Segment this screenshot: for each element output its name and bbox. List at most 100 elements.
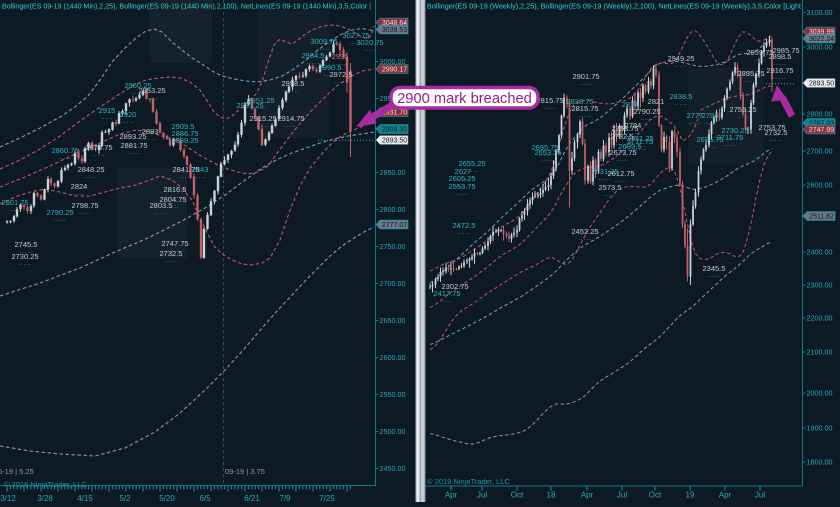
svg-text:Jul: Jul <box>617 491 627 500</box>
svg-text:2960.25: 2960.25 <box>124 81 151 90</box>
svg-text:2784: 2784 <box>625 121 642 130</box>
svg-text:4/15: 4/15 <box>77 494 93 502</box>
svg-text:5/2: 5/2 <box>119 494 131 502</box>
svg-text:2650.00: 2650.00 <box>380 316 406 325</box>
svg-text:.....: ..... <box>440 298 453 304</box>
svg-text:.....: ..... <box>465 168 478 174</box>
svg-text:3/12: 3/12 <box>0 494 16 502</box>
svg-text:2953.25: 2953.25 <box>138 86 165 95</box>
svg-text:.....: ..... <box>323 72 336 78</box>
svg-text:.....: ..... <box>19 249 32 255</box>
svg-text:3027.75: 3027.75 <box>342 31 369 40</box>
svg-text:2777.07: 2777.07 <box>382 222 407 229</box>
svg-text:2949.25: 2949.25 <box>667 54 694 63</box>
svg-text:2860.75: 2860.75 <box>51 146 78 155</box>
svg-text:2848.25: 2848.25 <box>77 165 104 174</box>
svg-text:.....: ..... <box>707 273 720 279</box>
svg-text:2750.00: 2750.00 <box>380 242 406 251</box>
svg-text:3039.53: 3039.53 <box>382 27 407 34</box>
svg-text:2931.70: 2931.70 <box>382 110 407 117</box>
svg-text:© 2019 NinjaTrader, LLC: © 2019 NinjaTrader, LLC <box>427 477 510 486</box>
svg-text:.....: ..... <box>126 141 139 147</box>
svg-text:.....: ..... <box>640 116 653 122</box>
svg-text:.....: ..... <box>131 90 144 96</box>
svg-text:.....: ..... <box>578 236 591 242</box>
svg-text:2450.00: 2450.00 <box>380 464 406 473</box>
svg-text:.....: ..... <box>168 248 181 254</box>
svg-text:2895.75: 2895.75 <box>737 69 764 78</box>
svg-text:2838.75: 2838.75 <box>566 97 593 106</box>
svg-text:2899.25: 2899.25 <box>171 136 198 145</box>
svg-text:.....: ..... <box>179 174 192 180</box>
svg-text:2732.5: 2732.5 <box>160 249 183 258</box>
svg-text:.....: ..... <box>703 144 716 150</box>
svg-text:2452.25: 2452.25 <box>571 227 598 236</box>
svg-text:.....: ..... <box>543 105 556 111</box>
svg-text:.....: ..... <box>598 176 611 182</box>
svg-text:2920: 2920 <box>120 110 137 119</box>
svg-text:.....: ..... <box>154 210 167 216</box>
svg-text:.....: ..... <box>18 261 31 267</box>
svg-text:.....: ..... <box>615 141 628 147</box>
svg-text:2838.5: 2838.5 <box>670 92 693 101</box>
svg-text:2996: 2996 <box>332 52 349 61</box>
svg-text:2753.25: 2753.25 <box>729 105 756 114</box>
svg-text:1800.00: 1800.00 <box>807 458 833 467</box>
svg-text:Oct: Oct <box>649 491 662 500</box>
svg-text:.....: ..... <box>72 191 85 197</box>
svg-text:Jul: Jul <box>755 491 765 500</box>
svg-text:.....: ..... <box>178 145 191 151</box>
svg-text:2893: 2893 <box>142 127 159 136</box>
svg-text:2816.5: 2816.5 <box>164 185 187 194</box>
svg-text:2804.75: 2804.75 <box>159 195 186 204</box>
svg-text:.....: ..... <box>765 132 778 138</box>
svg-text:.....: ..... <box>779 55 792 61</box>
svg-text:2798.75: 2798.75 <box>71 201 98 210</box>
svg-text:2951.25: 2951.25 <box>247 96 274 105</box>
svg-text:.....: ..... <box>538 152 551 158</box>
svg-text:Bollinger(ES 09-19 (1440 Min),: Bollinger(ES 09-19 (1440 Min),2,25), Bol… <box>2 2 371 11</box>
svg-text:2803.5: 2803.5 <box>150 201 173 210</box>
svg-text:3039.99: 3039.99 <box>809 29 834 36</box>
svg-text:3048.64: 3048.64 <box>382 20 407 27</box>
svg-text:2695.75: 2695.75 <box>696 135 723 144</box>
svg-text:.....: ..... <box>8 207 21 213</box>
svg-text:.....: ..... <box>78 210 91 216</box>
svg-text:2731.25: 2731.25 <box>626 134 653 143</box>
svg-text:2417.75: 2417.75 <box>433 289 460 298</box>
svg-text:.....: ..... <box>448 291 461 297</box>
svg-text:1900.00: 1900.00 <box>807 424 833 433</box>
svg-text:6/21: 6/21 <box>244 494 260 502</box>
svg-text:2990.5: 2990.5 <box>319 63 342 72</box>
svg-text:Oct: Oct <box>511 491 524 500</box>
svg-text:.....: ..... <box>674 101 687 107</box>
svg-text:Apr: Apr <box>581 491 594 500</box>
svg-text:.....: ..... <box>306 60 319 66</box>
svg-text:.....: ..... <box>256 123 269 129</box>
svg-text:2800.00: 2800.00 <box>380 205 406 214</box>
svg-text:3022.24: 3022.24 <box>809 36 834 43</box>
svg-text:2909.5: 2909.5 <box>172 122 195 131</box>
svg-text:.....: ..... <box>178 138 191 144</box>
svg-text:.....: ..... <box>618 133 631 139</box>
svg-text:2815.75: 2815.75 <box>571 104 598 113</box>
svg-text:2511.82: 2511.82 <box>809 214 834 221</box>
svg-text:.....: ..... <box>573 106 586 112</box>
svg-text:2777: 2777 <box>687 111 704 120</box>
svg-text:.....: ..... <box>168 194 181 200</box>
svg-text:2553.75: 2553.75 <box>448 182 475 191</box>
svg-text:Apr: Apr <box>719 491 732 500</box>
svg-text:.....: ..... <box>753 57 766 63</box>
svg-text:2984.5: 2984.5 <box>302 51 325 60</box>
svg-text:.....: ..... <box>744 78 757 84</box>
svg-text:.....: ..... <box>578 113 591 119</box>
svg-text:5/20: 5/20 <box>159 494 175 502</box>
svg-text:.....: ..... <box>176 131 189 137</box>
svg-text:2815.75: 2815.75 <box>536 96 563 105</box>
svg-text:2711.75: 2711.75 <box>717 133 744 142</box>
svg-text:2655.25: 2655.25 <box>458 159 485 168</box>
svg-text:3100.00: 3100.00 <box>807 8 833 17</box>
svg-text:.....: ..... <box>84 174 97 180</box>
svg-text:.....: ..... <box>773 75 786 81</box>
svg-text:.....: ..... <box>166 204 179 210</box>
